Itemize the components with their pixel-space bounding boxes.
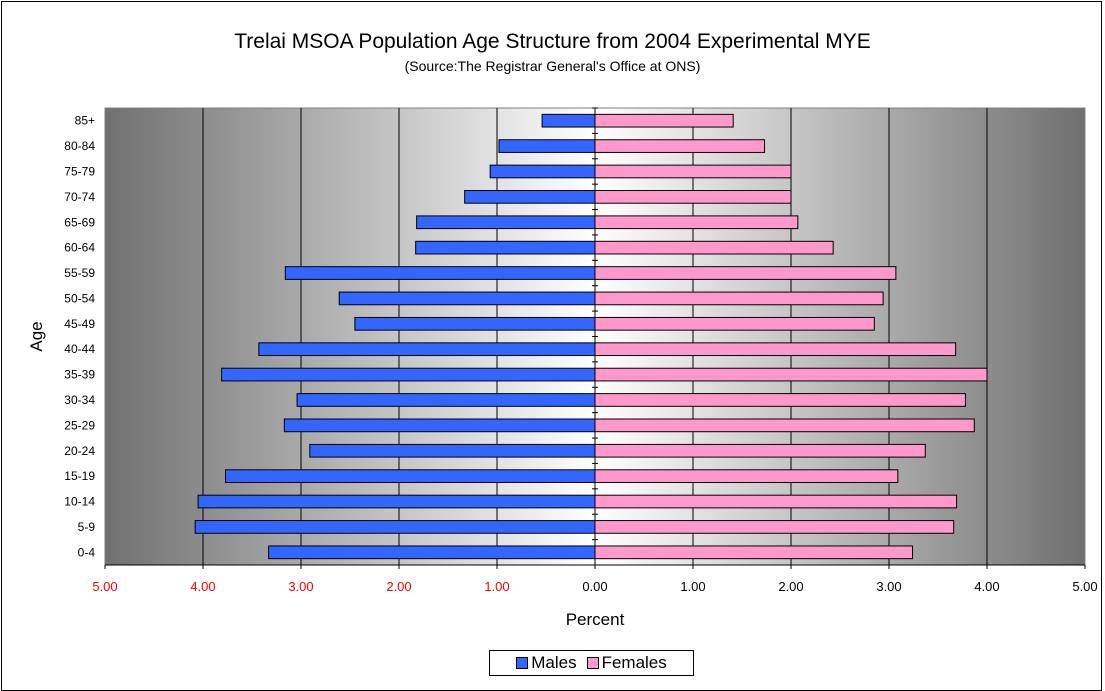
x-tick-label: 3.00 <box>288 579 313 594</box>
x-tick-label: 2.00 <box>386 579 411 594</box>
bar-males-25-29 <box>283 418 596 433</box>
bar-females-35-39 <box>594 367 988 382</box>
x-tick-label: 4.00 <box>190 579 215 594</box>
legend: Males Females <box>489 650 694 676</box>
y-tick-label: 20-24 <box>64 444 95 458</box>
bar-males-50-54 <box>338 291 596 306</box>
x-tick-label: 0.00 <box>582 579 607 594</box>
y-axis-label: Age <box>27 321 46 351</box>
bar-females-40-44 <box>594 342 957 357</box>
x-tick-label: 5.00 <box>92 579 117 594</box>
bar-females-15-19 <box>594 469 899 483</box>
y-tick-label: 35-39 <box>64 368 95 382</box>
bar-males-10-14 <box>197 494 596 509</box>
bar-males-15-19 <box>225 469 596 483</box>
bar-males-60-64 <box>415 240 596 255</box>
bar-males-70-74 <box>464 190 596 204</box>
bar-males-75-79 <box>489 164 596 179</box>
x-tick-label: 3.00 <box>876 579 901 594</box>
bar-females-80-84 <box>594 139 766 153</box>
bar-females-5-9 <box>594 520 955 534</box>
bar-females-55-59 <box>594 266 897 280</box>
bar-males-35-39 <box>221 367 596 382</box>
bar-females-25-29 <box>594 418 975 433</box>
bar-males-5-9 <box>194 520 596 534</box>
y-tick-label: 30-34 <box>64 393 95 407</box>
bar-males-30-34 <box>296 393 596 407</box>
bar-females-45-49 <box>594 316 875 331</box>
chart-title: Trelai MSOA Population Age Structure fro… <box>234 30 871 53</box>
y-tick-label: 25-29 <box>64 418 95 432</box>
axes <box>104 107 1086 569</box>
legend-swatch-males <box>516 657 529 669</box>
y-tick-label: 70-74 <box>64 190 95 204</box>
bar-females-0-4 <box>594 545 914 560</box>
bar-females-30-34 <box>594 393 966 407</box>
bar-males-80-84 <box>498 139 596 153</box>
x-tick-label: 5.00 <box>1072 579 1097 594</box>
bar-females-75-79 <box>594 164 792 179</box>
x-tick-labels: 5.00 4.00 3.00 2.00 1.00 0.00 1.00 2.00 3.00 4.00… <box>92 579 1097 594</box>
y-tick-label: 0-4 <box>78 545 96 559</box>
x-tick-label: 1.00 <box>680 579 705 594</box>
bar-females-10-14 <box>594 494 958 509</box>
bar-males-20-24 <box>309 443 596 458</box>
x-tick-label: 2.00 <box>778 579 803 594</box>
legend-label-females: Females <box>601 653 667 672</box>
bar-females-20-24 <box>594 443 926 458</box>
y-tick-label: 65-69 <box>64 215 95 229</box>
bar-females-50-54 <box>594 291 884 306</box>
y-tick-label: 75-79 <box>64 164 95 178</box>
y-tick-label: 85+ <box>75 114 95 128</box>
x-axis-label: Percent <box>566 610 625 629</box>
bar-males-55-59 <box>284 266 596 280</box>
bar-females-60-64 <box>594 240 834 255</box>
y-tick-label: 40-44 <box>64 342 95 356</box>
y-tick-label: 80-84 <box>64 139 95 153</box>
bar-males-40-44 <box>258 342 596 357</box>
y-tick-label: 55-59 <box>64 266 95 280</box>
y-tick-label: 50-54 <box>64 291 95 305</box>
bar-males-85+ <box>541 113 596 128</box>
y-tick-label: 5-9 <box>78 520 96 534</box>
chart-subtitle: (Source:The Registrar General's Office a… <box>404 58 701 74</box>
y-tick-label: 45-49 <box>64 317 95 331</box>
bar-females-65-69 <box>594 215 799 230</box>
legend-label-males: Males <box>531 653 577 672</box>
bar-females-85+ <box>594 113 734 128</box>
legend-item-males: Males <box>516 653 577 673</box>
bar-males-45-49 <box>354 316 596 331</box>
x-tick-label: 1.00 <box>484 579 509 594</box>
y-tick-label: 10-14 <box>64 495 95 509</box>
bar-males-0-4 <box>268 545 596 560</box>
x-tick-label: 4.00 <box>974 579 999 594</box>
y-tick-label: 60-64 <box>64 241 95 255</box>
y-tick-label: 15-19 <box>64 469 95 483</box>
bar-females-70-74 <box>594 190 792 204</box>
bars <box>194 113 988 560</box>
legend-swatch-females <box>586 657 599 669</box>
bar-males-65-69 <box>416 215 596 230</box>
legend-item-females: Females <box>586 653 667 673</box>
y-tick-labels: 0-4 5-9 10-14 15-19 20-24 25-29 30-34 35-39 40-4… <box>64 114 95 560</box>
